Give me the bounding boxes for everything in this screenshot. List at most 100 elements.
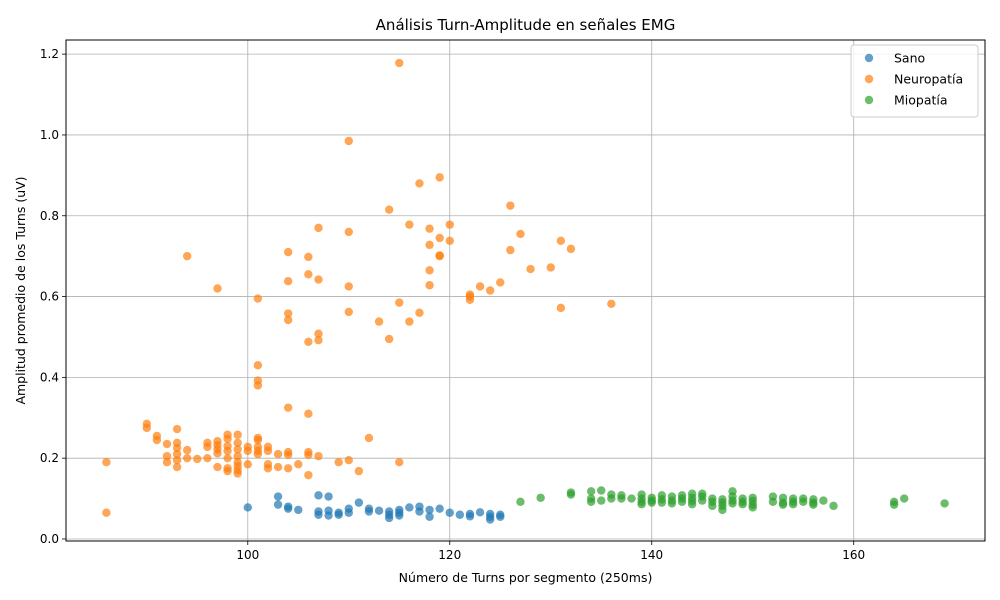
data-point bbox=[556, 236, 566, 246]
data-point bbox=[304, 409, 313, 418]
data-point bbox=[475, 282, 485, 291]
data-point bbox=[223, 434, 232, 443]
data-point bbox=[809, 500, 818, 509]
y-tick-label: 0.2 bbox=[40, 451, 59, 465]
data-point bbox=[344, 136, 353, 146]
data-point bbox=[395, 511, 404, 520]
data-point bbox=[213, 449, 222, 458]
data-point bbox=[273, 449, 283, 459]
data-point bbox=[263, 464, 273, 473]
data-point bbox=[425, 512, 434, 521]
data-point bbox=[304, 450, 313, 460]
data-point bbox=[586, 497, 596, 507]
data-point bbox=[384, 205, 394, 214]
data-point bbox=[314, 335, 323, 345]
data-point bbox=[182, 453, 192, 463]
data-point bbox=[203, 442, 212, 452]
data-point bbox=[657, 498, 667, 507]
data-point bbox=[566, 490, 576, 499]
data-point bbox=[263, 446, 273, 456]
data-point bbox=[253, 294, 263, 303]
data-point bbox=[405, 220, 414, 229]
data-point bbox=[213, 462, 222, 472]
data-point bbox=[435, 251, 444, 261]
chart-title: Análisis Turn-Amplitude en señales EMG bbox=[376, 16, 676, 34]
data-point bbox=[162, 439, 172, 449]
y-tick-label: 0.6 bbox=[40, 290, 59, 304]
data-point bbox=[556, 303, 566, 313]
data-point bbox=[415, 179, 424, 188]
data-point bbox=[233, 438, 242, 448]
data-point bbox=[788, 500, 798, 509]
data-point bbox=[253, 361, 263, 370]
data-point bbox=[425, 266, 434, 275]
data-point bbox=[243, 446, 252, 456]
data-point bbox=[354, 466, 364, 476]
data-point bbox=[667, 499, 677, 508]
y-tick-label: 1.2 bbox=[40, 47, 59, 61]
data-point bbox=[405, 503, 414, 512]
data-point bbox=[344, 282, 353, 291]
data-point bbox=[172, 424, 182, 434]
data-point bbox=[223, 453, 232, 463]
data-point bbox=[536, 493, 545, 502]
data-point bbox=[344, 455, 353, 465]
data-point bbox=[162, 451, 172, 461]
x-tick-label: 160 bbox=[842, 548, 865, 562]
data-point bbox=[283, 464, 293, 473]
data-point bbox=[253, 435, 263, 445]
y-tick-label: 0.8 bbox=[40, 209, 59, 223]
data-point bbox=[182, 251, 192, 261]
data-point bbox=[829, 501, 838, 511]
data-point bbox=[314, 223, 323, 233]
data-point bbox=[294, 505, 303, 515]
legend-label: Miopatía bbox=[894, 93, 948, 108]
legend-box bbox=[850, 44, 979, 118]
data-points bbox=[102, 58, 949, 524]
data-point bbox=[273, 500, 283, 509]
data-point bbox=[445, 220, 454, 229]
data-point bbox=[900, 494, 909, 503]
data-point bbox=[425, 281, 434, 290]
data-point bbox=[152, 435, 162, 445]
data-point bbox=[485, 515, 495, 524]
data-point bbox=[283, 247, 293, 257]
data-point bbox=[607, 299, 616, 309]
y-axis-label: Amplitud promedio de los Turns (uV) bbox=[13, 176, 28, 404]
data-point bbox=[637, 500, 646, 509]
data-point bbox=[172, 462, 182, 472]
data-point bbox=[304, 337, 313, 347]
data-point bbox=[425, 224, 434, 233]
series-0 bbox=[243, 491, 505, 524]
data-point bbox=[405, 317, 414, 326]
data-point bbox=[364, 433, 374, 443]
data-point bbox=[213, 284, 222, 293]
data-point bbox=[566, 244, 576, 254]
data-point bbox=[677, 497, 687, 507]
data-point bbox=[455, 510, 465, 519]
data-point bbox=[708, 501, 717, 511]
data-point bbox=[889, 500, 899, 509]
data-point bbox=[819, 496, 828, 505]
data-point bbox=[940, 499, 949, 508]
data-point bbox=[384, 334, 394, 344]
data-point bbox=[506, 201, 515, 210]
data-point bbox=[102, 508, 111, 517]
data-point bbox=[374, 317, 384, 326]
data-point bbox=[384, 513, 394, 523]
data-point bbox=[465, 295, 475, 304]
y-tick-label: 0.4 bbox=[40, 370, 59, 384]
y-tick-label: 0.0 bbox=[40, 532, 59, 546]
data-point bbox=[485, 286, 495, 295]
data-point bbox=[516, 497, 525, 507]
data-point bbox=[698, 496, 707, 505]
data-point bbox=[768, 497, 778, 507]
data-point bbox=[324, 511, 333, 520]
y-tick-label: 1.0 bbox=[40, 128, 59, 142]
data-point bbox=[728, 499, 737, 508]
data-point bbox=[314, 451, 323, 461]
data-point bbox=[193, 454, 202, 464]
data-point bbox=[748, 503, 757, 512]
data-point bbox=[344, 307, 353, 317]
